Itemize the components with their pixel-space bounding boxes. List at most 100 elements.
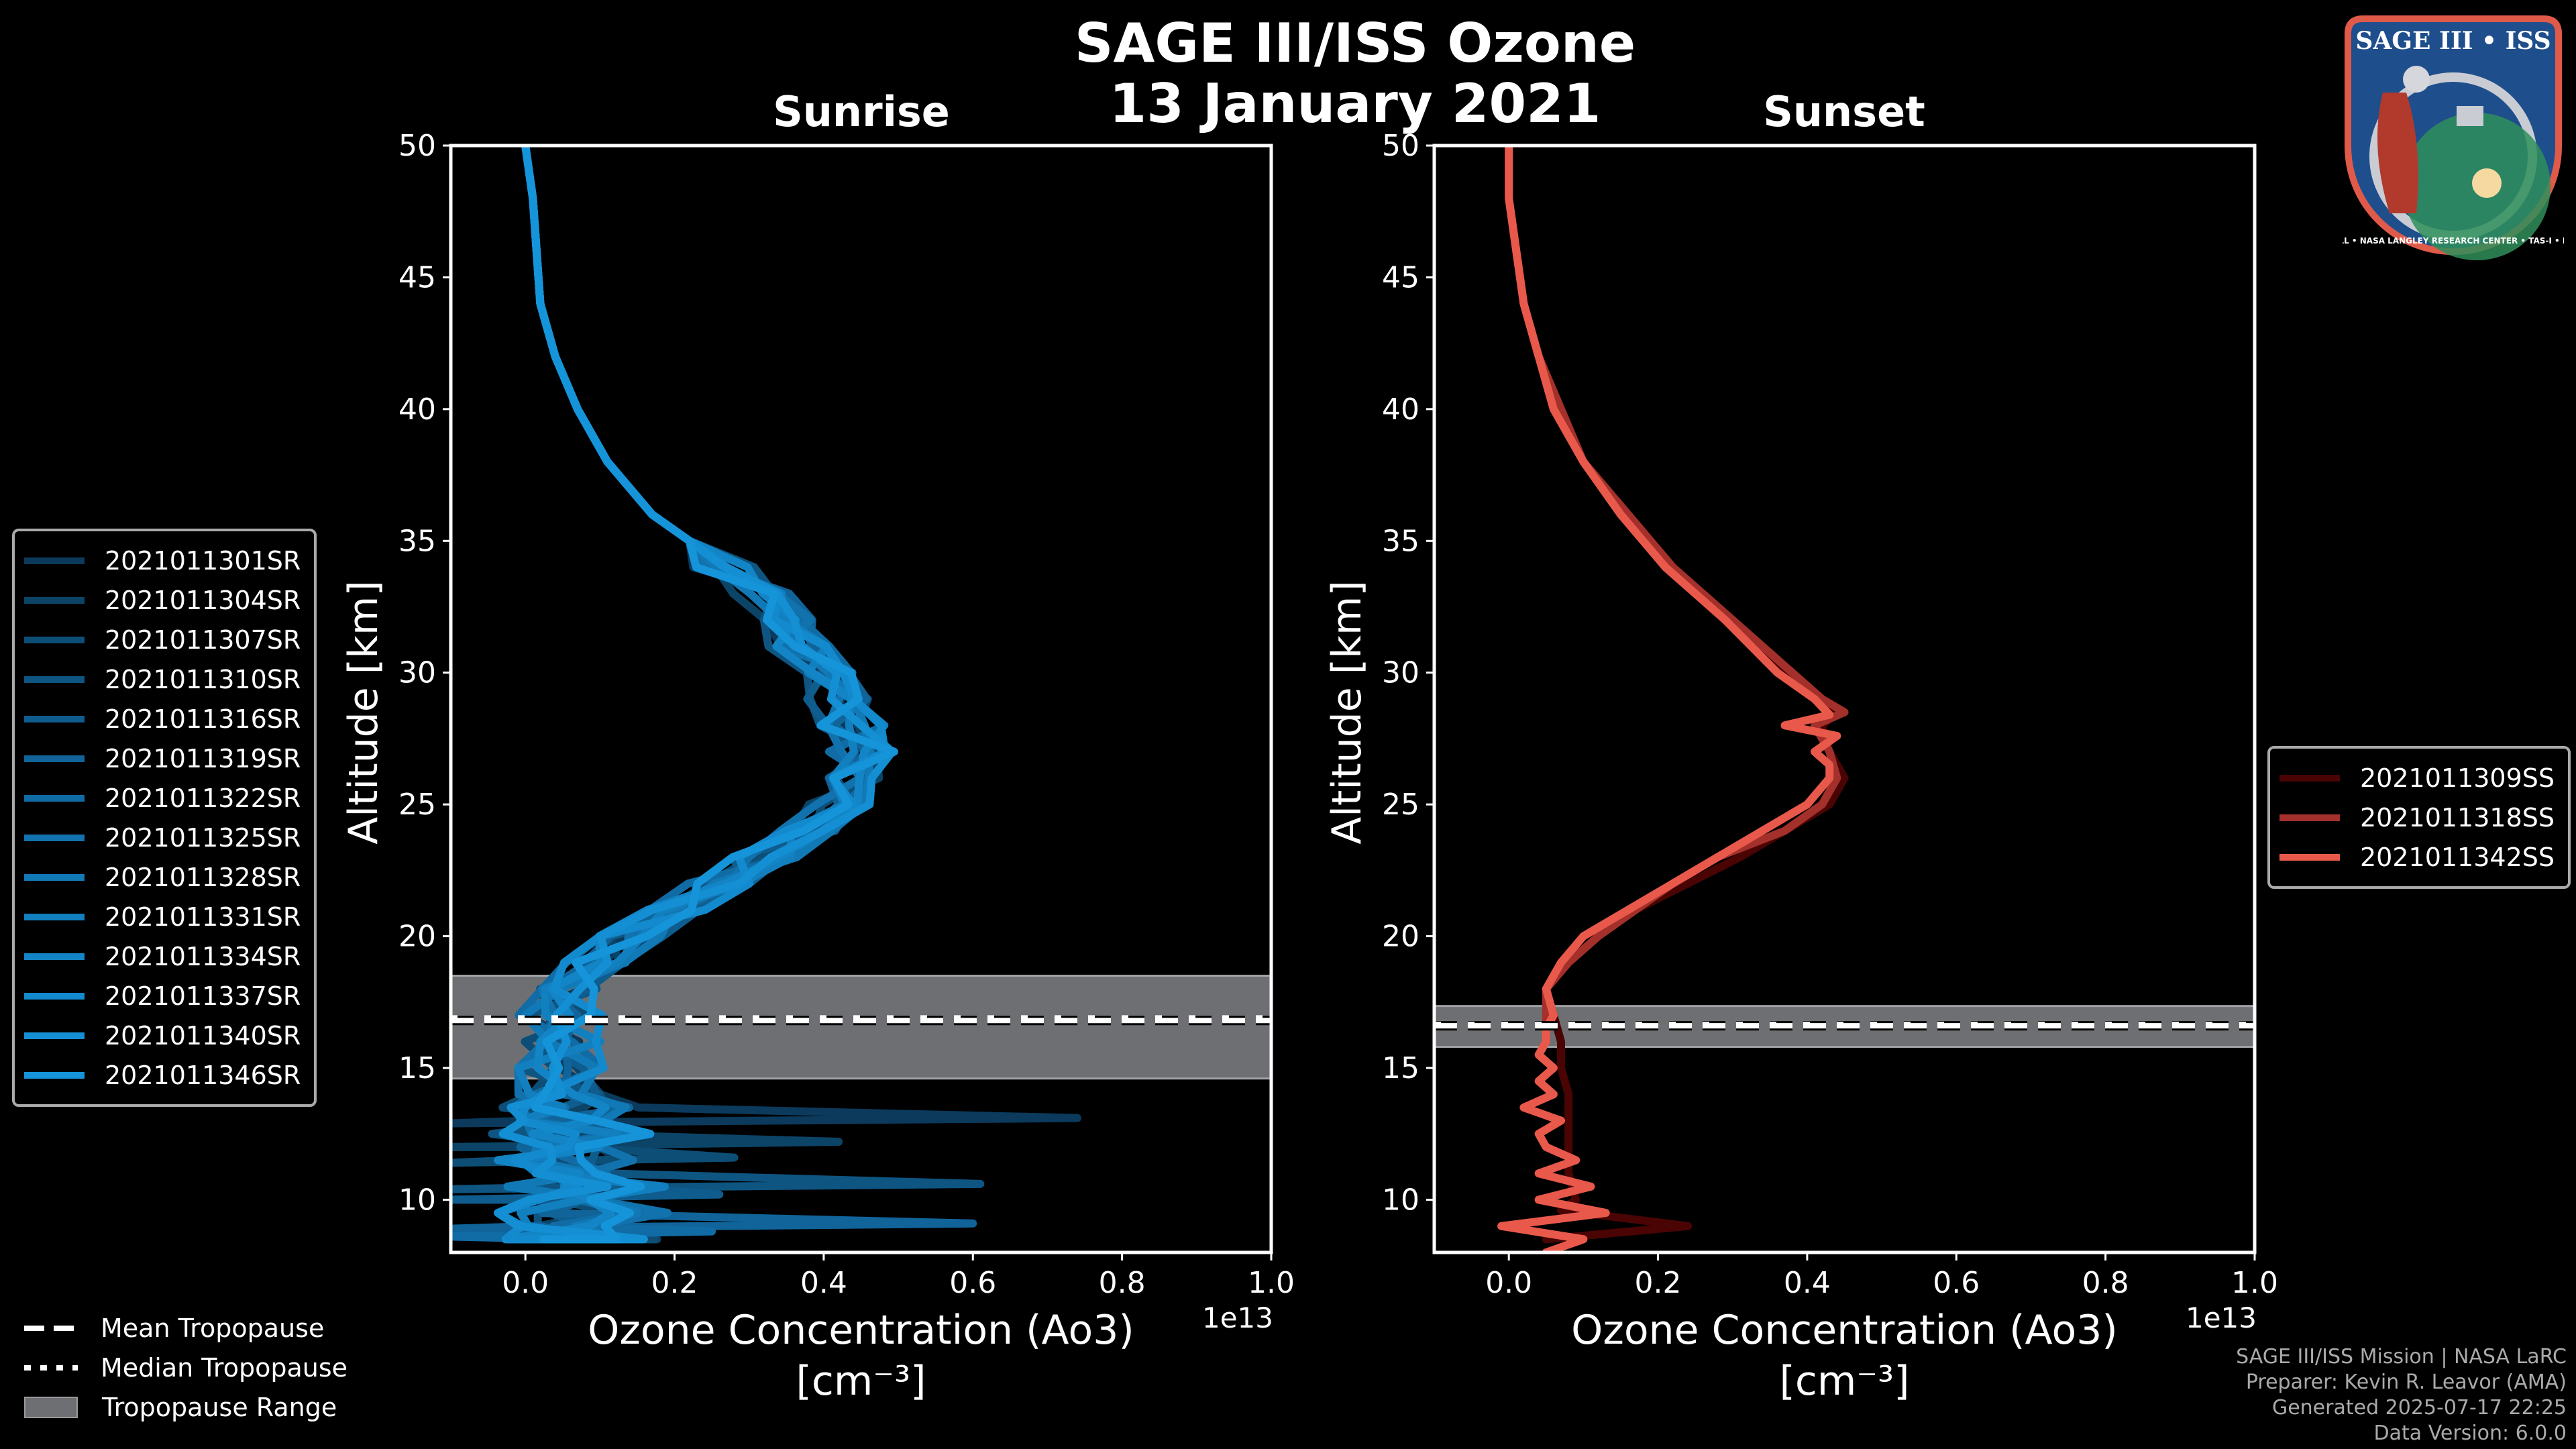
moon-icon [2403,66,2430,93]
line-swatch-icon [24,953,85,960]
sunset-series-2021011309SS [1505,146,1849,1244]
line-swatch-icon [24,596,85,604]
sunrise-legend-label: 2021011304SR [105,585,301,615]
line-swatch-icon [24,873,85,881]
sunrise-ytick-label: 35 [398,524,436,558]
sunrise-legend-item: 2021011316SR [24,699,301,739]
sunrise-ytick-label: 15 [398,1051,436,1085]
sunset-series-2021011318SS [1505,146,1849,1046]
sunset-ytick-label: 25 [1382,788,1419,822]
sage-iss-mission-logo: SAGE III • ISS BALL • NASA LANGLEY RESEA… [2343,15,2564,260]
logo-ring-text: BALL • NASA LANGLEY RESEARCH CENTER • TA… [2343,236,2564,246]
sunset-legend-label: 2021011309SS [2360,763,2555,793]
sunrise-axes-frame [449,144,1273,1254]
sunset-legend-item: 2021011309SS [2279,758,2555,798]
logo-title: SAGE III • ISS [2355,27,2551,55]
line-swatch-icon [24,1032,85,1039]
sunset-xtick-label: 0.4 [1784,1266,1831,1300]
sunrise-legend-item: 2021011310SR [24,659,301,699]
sunrise-legend-item: 2021011346SR [24,1055,301,1095]
sunrise-plot: 10 15 20 25 30 35 40 45 50 0.0 0.2 0.4 0.6 0.8 1.01e13… [340,129,1295,1405]
sunrise-xtick-label: 0.2 [651,1266,698,1300]
sunrise-xtick-label: 0.4 [800,1266,847,1300]
credit-generated: Generated 2025-07-17 22:25 [2271,1396,2567,1419]
iss-icon [2457,106,2483,126]
sunset-x-axis-units: [cm⁻³] [1780,1358,1910,1405]
sunrise-legend-item: 2021011334SR [24,936,301,976]
sunrise-legend: 2021011301SR 2021011304SR 2021011307SR 2021… [12,529,317,1107]
legend-range-label: Tropopause Range [102,1392,337,1422]
sunrise-ytick-label: 30 [398,656,436,690]
sunset-ytick-label: 20 [1382,920,1419,954]
sunset-ytick-label: 30 [1382,656,1419,690]
credit-preparer: Preparer: Kevin R. Leavor (AMA) [2245,1371,2567,1394]
legend-median-label: Median Tropopause [101,1352,347,1383]
line-swatch-icon [24,992,85,1000]
sunrise-legend-item: 2021011322SR [24,778,301,818]
dotted-line-icon [24,1364,78,1371]
sunrise-legend-label: 2021011331SR [105,902,301,932]
sunrise-x-scale-label: 1e13 [1202,1301,1273,1334]
credit-version: Data Version: 6.0.0 [2373,1421,2567,1445]
sunset-plot: 10 15 20 25 30 35 40 45 50 0.0 0.2 0.4 0.6 0.8 1.01e13… [1324,129,2278,1405]
sunrise-x-axis-units: [cm⁻³] [796,1358,926,1405]
legend-tropopause-range: Tropopause Range [24,1387,347,1427]
sunrise-legend-label: 2021011316SR [105,704,301,734]
figure-title: SAGE III/ISS Ozone 13 January 2021 [1074,12,1636,135]
sunset-series-2021011342SS [1497,146,1841,1252]
sunset-ytick-label: 10 [1382,1183,1419,1217]
line-swatch-icon [24,636,85,643]
sunset-y-axis-label: Altitude [km] [1324,580,1371,845]
sunset-legend-item: 2021011342SS [2279,837,2555,877]
sunrise-legend-label: 2021011307SR [105,625,301,655]
sunrise-legend-label: 2021011301SR [105,545,301,576]
sunrise-legend-label: 2021011337SR [105,981,301,1011]
line-swatch-icon [24,557,85,564]
sunrise-legend-label: 2021011322SR [105,783,301,813]
sunrise-y-axis-label: Altitude [km] [340,580,387,845]
tropopause-legend: Mean Tropopause Median Tropopause Tropop… [24,1308,347,1427]
sunrise-legend-label: 2021011310SR [105,664,301,694]
sunrise-series-2021011346SR [521,146,898,1244]
sunset-axes-frame [1432,144,2257,1254]
sunset-x-axis-label: Ozone Concentration (Ao3) [1571,1307,2118,1354]
sunrise-ytick-label: 10 [398,1183,436,1217]
sunrise-legend-item: 2021011301SR [24,541,301,580]
line-swatch-icon [2279,853,2340,861]
sunrise-ytick-label: 45 [398,260,436,294]
dashed-line-icon [24,1325,78,1331]
sunset-ytick-label: 15 [1382,1051,1419,1085]
sunrise-legend-item: 2021011304SR [24,580,301,620]
sunset-xtick-label: 1.0 [2231,1266,2278,1300]
sunrise-legend-item: 2021011331SR [24,897,301,936]
sunset-legend-label: 2021011318SS [2360,802,2555,833]
sunrise-legend-item: 2021011307SR [24,620,301,659]
sunrise-legend-item: 2021011340SR [24,1016,301,1055]
legend-median-tropopause: Median Tropopause [24,1348,347,1387]
credit-mission: SAGE III/ISS Mission | NASA LaRC [2236,1345,2567,1368]
sunrise-xtick-label: 1.0 [1248,1266,1295,1300]
line-swatch-icon [2279,774,2340,782]
sunrise-legend-item: 2021011325SR [24,818,301,857]
sunrise-x-axis-label: Ozone Concentration (Ao3) [588,1307,1134,1354]
sunset-plot-area [1434,146,2255,1252]
sunrise-panel-title: Sunrise [773,87,950,136]
sunrise-legend-label: 2021011328SR [105,862,301,892]
range-swatch-icon [24,1396,78,1418]
sunset-xtick-label: 0.2 [1635,1266,1682,1300]
credits: SAGE III/ISS Mission | NASA LaRC Prepare… [2236,1344,2567,1446]
sunset-xtick-label: 0.6 [1933,1266,1980,1300]
line-swatch-icon [24,834,85,841]
sunrise-xtick-label: 0.0 [502,1266,549,1300]
sunrise-legend-label: 2021011334SR [105,941,301,971]
sunset-panel-title: Sunset [1763,87,1925,136]
sunrise-legend-label: 2021011325SR [105,822,301,853]
line-swatch-icon [24,1071,85,1079]
sunrise-legend-label: 2021011346SR [105,1060,301,1090]
sunset-ytick-label: 45 [1382,260,1419,294]
sunset-xtick-label: 0.0 [1485,1266,1532,1300]
legend-mean-tropopause: Mean Tropopause [24,1308,347,1348]
sunset-legend-item: 2021011318SS [2279,798,2555,837]
sunset-xtick-label: 0.8 [2082,1266,2129,1300]
sunrise-legend-label: 2021011319SR [105,743,301,773]
